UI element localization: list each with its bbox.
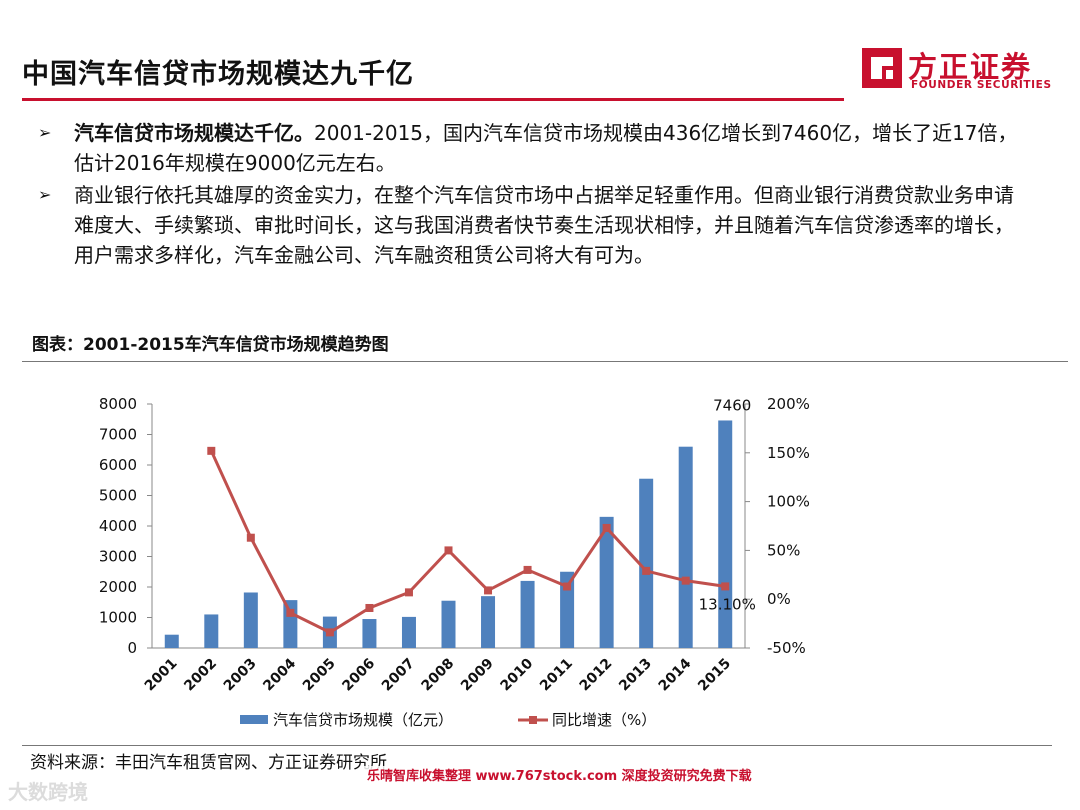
bar: [560, 571, 575, 648]
x-tick-label: 2013: [616, 656, 655, 695]
legend-bar-swatch: [240, 715, 268, 724]
bar: [362, 619, 377, 648]
x-tick-label: 2007: [379, 656, 418, 695]
growth-point: [602, 523, 611, 532]
bullet-list: ➢ 汽车信贷市场规模达千亿。2001-2015，国内汽车信贷市场规模由436亿增…: [38, 118, 1028, 272]
bar: [441, 600, 456, 648]
left-tick-label: 5000: [99, 487, 137, 505]
left-tick-label: 8000: [99, 395, 137, 413]
source-note: 资料来源：丰田汽车租赁官网、方正证券研究所: [30, 753, 387, 773]
growth-point: [484, 586, 493, 595]
logo-text-cn: 方正证券: [908, 50, 1033, 84]
left-tick-label: 2000: [99, 578, 137, 596]
page-title: 中国汽车信贷市场规模达九千亿: [22, 59, 414, 90]
founder-logo: 方正证券 FOUNDER SECURITIES: [862, 44, 1052, 94]
figure-rule: [22, 361, 1068, 362]
bar: [322, 616, 337, 648]
legend-label: 同比增速（%）: [552, 711, 656, 729]
bar: [283, 600, 298, 648]
growth-point: [681, 576, 690, 585]
logo-text-en: FOUNDER SECURITIES: [911, 79, 1052, 91]
title-rule: [22, 98, 844, 101]
x-tick-label: 2010: [498, 655, 537, 694]
bar: [678, 446, 693, 648]
corner-watermark: 大数跨境: [8, 776, 88, 805]
bullet-lead: 汽车信贷市场规模达千亿。: [74, 121, 314, 145]
growth-point: [286, 608, 295, 617]
growth-point: [325, 628, 334, 637]
growth-line: [209, 450, 726, 635]
right-tick-label: -50%: [767, 639, 806, 657]
legend-line-marker: [529, 716, 537, 724]
arrow-bullet-icon: ➢: [38, 123, 52, 142]
bullet-text: 商业银行依托其雄厚的资金实力，在整个汽车信贷市场中占据举足轻重作用。但商业银行消…: [74, 183, 1014, 267]
right-tick-label: 150%: [767, 444, 810, 462]
x-tick-label: 2003: [221, 656, 260, 695]
bar: [481, 596, 496, 648]
data-label: 7460: [713, 396, 751, 414]
right-tick-label: 100%: [767, 493, 810, 511]
legend-label: 汽车信贷市场规模（亿元）: [273, 711, 453, 729]
growth-point: [404, 588, 413, 597]
bottom-rule: [22, 745, 1052, 746]
bullet-item: ➢ 汽车信贷市场规模达千亿。2001-2015，国内汽车信贷市场规模由436亿增…: [38, 118, 1028, 178]
left-tick-label: 1000: [99, 609, 137, 627]
x-tick-label: 2012: [577, 656, 616, 695]
left-tick-label: 4000: [99, 517, 137, 535]
bar: [599, 516, 614, 648]
growth-point: [563, 582, 572, 591]
x-tick-label: 2015: [695, 656, 734, 695]
growth-point: [642, 566, 651, 575]
right-tick-label: 200%: [767, 395, 810, 413]
growth-point: [365, 603, 374, 612]
watermark-banner: 乐晴智库收集整理 www.767stock.com 深度投资研究免费下载: [363, 766, 779, 788]
growth-point: [207, 446, 216, 455]
x-tick-label: 2009: [458, 656, 497, 695]
bar: [204, 614, 219, 648]
left-tick-label: 0: [127, 639, 137, 657]
right-tick-label: 50%: [767, 541, 800, 559]
bar: [164, 634, 179, 648]
x-tick-label: 2004: [260, 655, 299, 694]
bullet-item: ➢ 商业银行依托其雄厚的资金实力，在整个汽车信贷市场中占据举足轻重作用。但商业银…: [38, 180, 1028, 270]
bullet-text: 2001-2015，国内汽车信贷市场规模由436亿增长到7460亿，增长了近17…: [74, 121, 1018, 175]
left-tick-label: 6000: [99, 456, 137, 474]
x-tick-label: 2011: [537, 656, 576, 695]
bar: [401, 616, 416, 648]
x-tick-label: 2006: [339, 656, 378, 695]
data-label: 13.10%: [699, 595, 756, 613]
figure-caption: 图表：2001-2015车汽车信贷市场规模趋势图: [32, 335, 389, 355]
x-tick-label: 2005: [300, 656, 339, 695]
right-tick-label: 0%: [767, 590, 791, 608]
bar: [639, 478, 654, 648]
growth-point: [246, 533, 255, 542]
founder-logo-icon: [862, 48, 902, 88]
growth-point: [721, 582, 730, 591]
growth-point: [444, 546, 453, 555]
bar: [718, 420, 733, 648]
x-tick-label: 2002: [181, 656, 220, 695]
growth-point: [523, 565, 532, 574]
arrow-bullet-icon: ➢: [38, 185, 52, 204]
left-tick-label: 7000: [99, 426, 137, 444]
x-tick-label: 2008: [418, 656, 457, 695]
bar: [520, 580, 535, 648]
x-tick-label: 2001: [142, 656, 181, 695]
corner-watermark-text: 大数跨境: [8, 780, 88, 804]
bar: [243, 592, 258, 648]
x-tick-label: 2014: [656, 655, 695, 694]
left-tick-label: 3000: [99, 548, 137, 566]
